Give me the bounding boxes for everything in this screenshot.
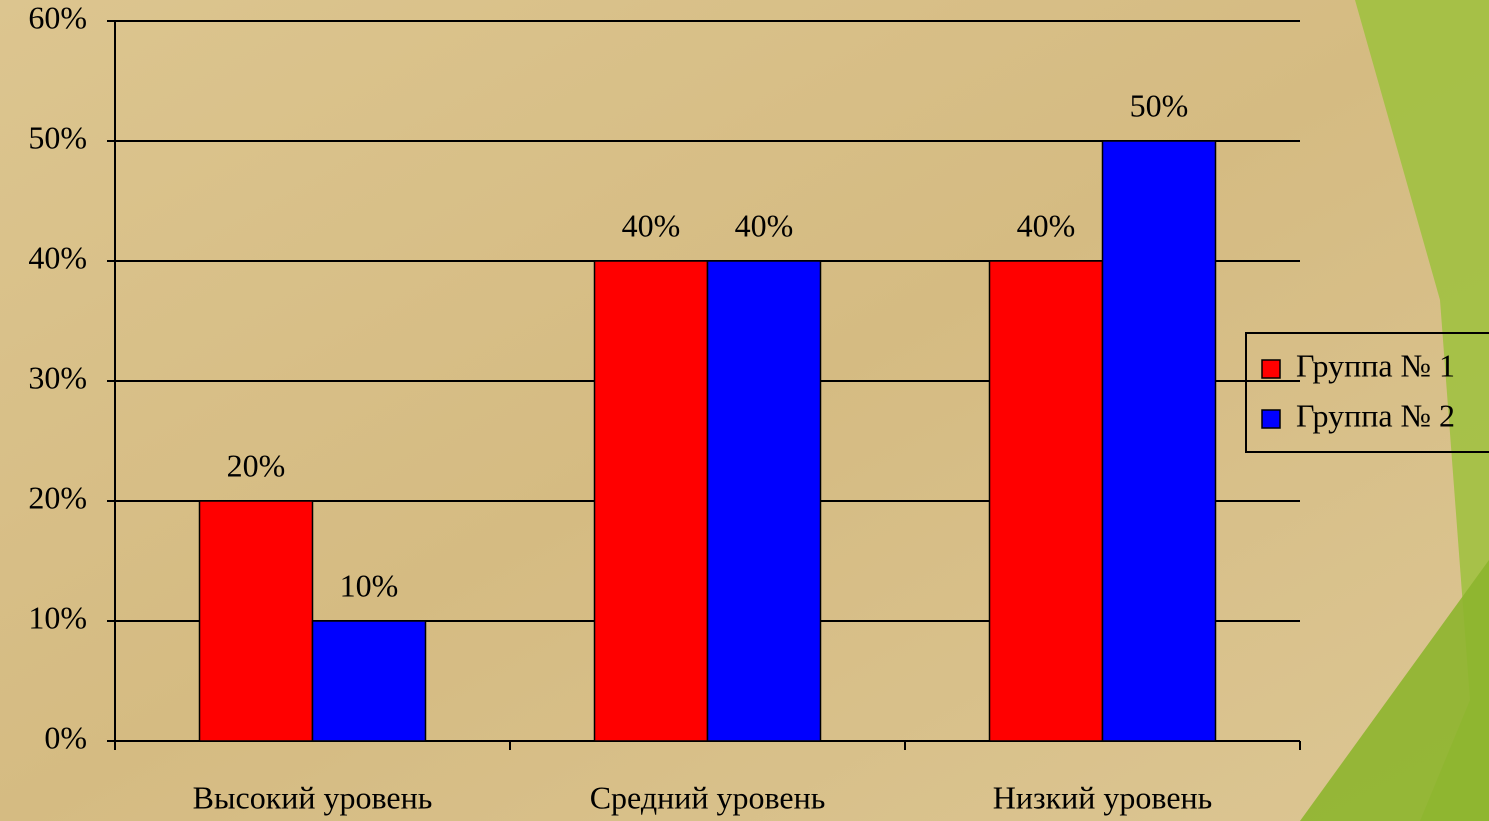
- y-tick-label: 40%: [28, 239, 87, 275]
- legend-swatch: [1261, 359, 1281, 379]
- data-label: 20%: [227, 447, 286, 483]
- y-tick-label: 10%: [28, 599, 87, 635]
- data-label: 10%: [340, 567, 399, 603]
- y-tick-label: 50%: [28, 119, 87, 155]
- legend-label: Группа № 1: [1296, 347, 1455, 383]
- bar: [593, 260, 709, 742]
- data-label: 40%: [1017, 207, 1076, 243]
- data-label: 40%: [622, 207, 681, 243]
- bar: [1101, 140, 1217, 742]
- data-label: 50%: [1130, 87, 1189, 123]
- data-label: 40%: [735, 207, 794, 243]
- decoration: [1300, 560, 1489, 821]
- y-tick-label: 60%: [28, 0, 87, 35]
- y-tick-label: 20%: [28, 479, 87, 515]
- y-tick-label: 0%: [44, 719, 87, 755]
- x-tick-label: Низкий уровень: [993, 779, 1213, 815]
- bar: [706, 260, 822, 742]
- legend-label: Группа № 2: [1296, 397, 1455, 433]
- legend-box: [1245, 332, 1489, 453]
- y-tick-label: 30%: [28, 359, 87, 395]
- bar: [311, 620, 427, 742]
- bar: [988, 260, 1104, 742]
- legend-swatch: [1261, 409, 1281, 429]
- x-tick-label: Высокий уровень: [193, 779, 433, 815]
- decoration: [1355, 0, 1489, 821]
- x-tick-label: Средний уровень: [590, 779, 826, 815]
- bar: [198, 500, 314, 742]
